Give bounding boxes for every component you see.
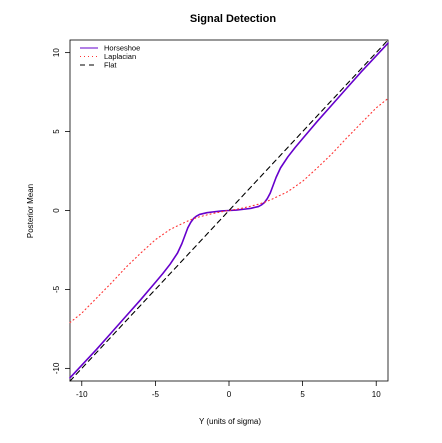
series-line-horseshoe <box>69 42 389 379</box>
chart-title: Signal Detection <box>190 13 276 25</box>
y-tick-label: 5 <box>52 129 61 134</box>
y-tick-label: 10 <box>52 48 61 57</box>
x-tick-label: 10 <box>372 390 381 399</box>
x-tick-label: 5 <box>300 390 305 399</box>
y-axis: -10 -5 0 5 10 <box>52 48 70 374</box>
y-axis-label: Posterior Mean <box>26 184 35 238</box>
series-line-laplacian <box>69 97 389 324</box>
y-tick-label: -5 <box>52 285 61 293</box>
x-tick-label: -5 <box>152 390 160 399</box>
x-axis-label: Y (units of sigma) <box>199 417 261 426</box>
x-tick-label: 0 <box>227 390 232 399</box>
legend-label: Horseshoe <box>104 44 140 53</box>
y-tick-label: 0 <box>52 208 61 213</box>
legend-label: Flat <box>104 61 117 70</box>
x-tick-label: -10 <box>76 390 88 399</box>
series-line-flat <box>69 39 389 382</box>
legend-label: Laplacian <box>104 52 136 61</box>
x-axis: -10 -5 0 5 10 <box>76 381 381 399</box>
series-layer <box>69 39 389 382</box>
y-tick-label: -10 <box>52 362 61 374</box>
